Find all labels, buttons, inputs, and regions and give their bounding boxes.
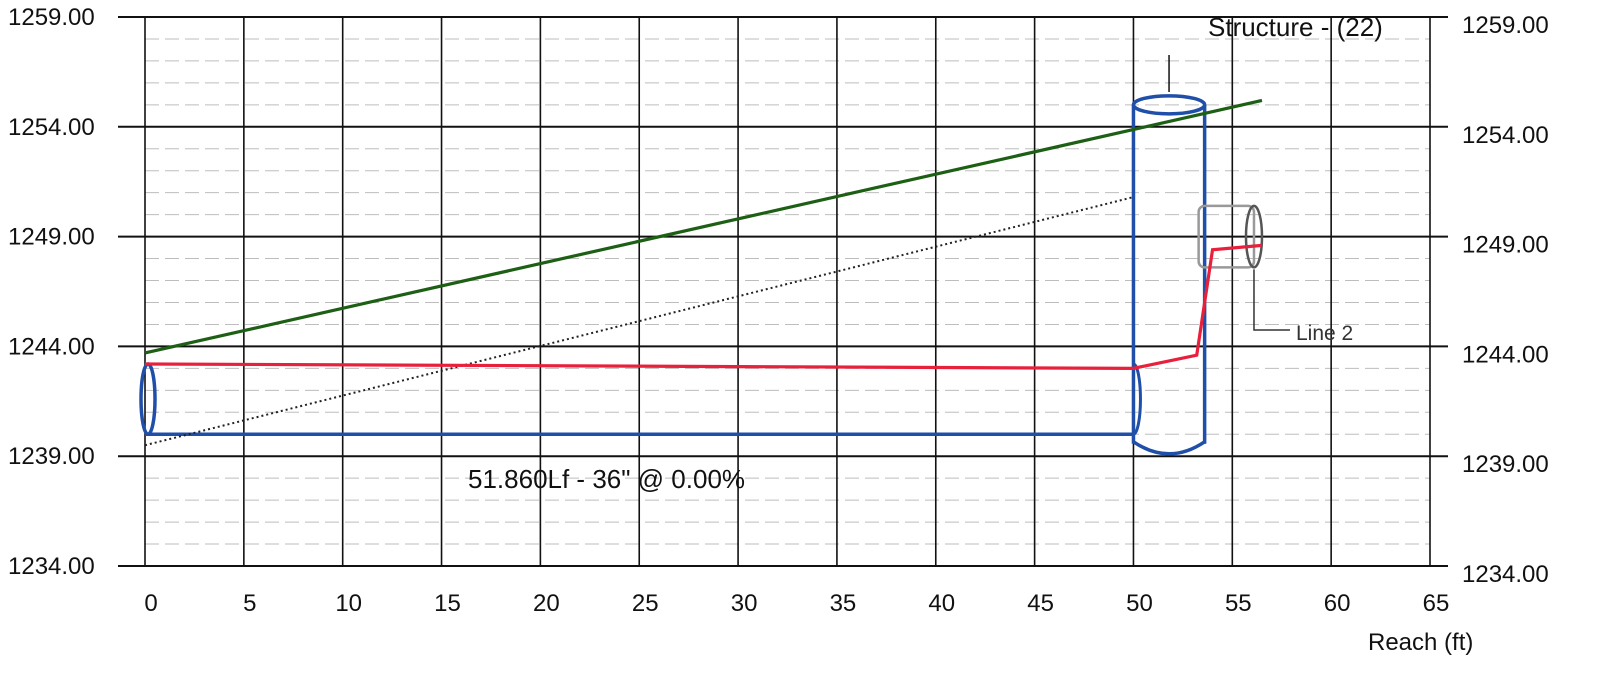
x-tick-label: 10 [335,590,362,617]
y-tick-label-right: 1234.00 [1462,561,1549,588]
structure-top [1131,94,1207,116]
y-tick-label-left: 1259.00 [8,4,95,31]
pipe-end-left [139,362,157,436]
x-tick-label: 35 [830,590,857,617]
y-tick-label-right: 1249.00 [1462,232,1549,259]
plot-layer [139,55,1290,456]
x-tick-label: 25 [632,590,659,617]
green-grade-line [144,98,1263,355]
y-tick-label-left: 1234.00 [8,553,95,580]
x-tick-label: 65 [1423,590,1450,617]
x-axis-label: Reach (ft) [1368,629,1473,656]
red-hydraulic-line [144,243,1263,370]
x-tick-label: 20 [533,590,560,617]
y-tick-label-left: 1244.00 [8,333,95,360]
y-tick-label-right: 1259.00 [1462,12,1549,39]
major-grid [118,16,1448,567]
y-tick-label-left: 1239.00 [8,443,95,470]
annotations: Structure - (22) Line 2 51.860Lf - 36" @… [468,12,1473,656]
structure-label: Structure - (22) [1208,12,1383,42]
x-tick-label: 5 [243,590,256,617]
y-tick-label-right: 1254.00 [1462,122,1549,149]
line-2-pipe-end [1244,204,1264,269]
structure-bottom [1132,440,1206,456]
y-tick-label-left: 1249.00 [8,224,95,251]
x-tick-label: 40 [928,590,955,617]
x-tick-label: 55 [1225,590,1252,617]
line-2-label: Line 2 [1296,322,1353,345]
line-2-leader [1253,269,1290,331]
tick-labels: 1234.00 1234.00 1239.00 1239.00 1244.00 1244.… [8,4,1549,617]
minor-grid [145,38,1430,545]
x-tick-label: 50 [1126,590,1153,617]
x-tick-label: 15 [434,590,461,617]
x-tick-label: 30 [731,590,758,617]
y-tick-label-left: 1254.00 [8,114,95,141]
x-tick-label: 0 [144,590,157,617]
y-tick-label-right: 1239.00 [1462,451,1549,478]
line-2-pipe [1197,204,1256,269]
x-tick-label: 45 [1027,590,1054,617]
x-tick-label: 60 [1324,590,1351,617]
pipe-length-slope-label: 51.860Lf - 36" @ 0.00% [468,464,745,494]
y-tick-label-right: 1244.00 [1462,341,1549,368]
